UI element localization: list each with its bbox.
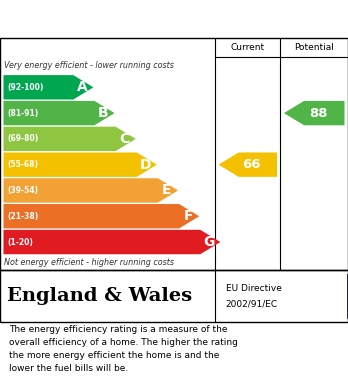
Polygon shape: [3, 178, 178, 203]
Polygon shape: [284, 101, 345, 125]
Polygon shape: [3, 127, 136, 151]
Text: (1-20): (1-20): [8, 237, 33, 247]
Text: B: B: [98, 106, 109, 120]
Text: G: G: [204, 235, 215, 249]
Polygon shape: [3, 152, 157, 177]
Text: F: F: [183, 209, 193, 223]
Text: Very energy efficient - lower running costs: Very energy efficient - lower running co…: [4, 61, 174, 70]
Polygon shape: [3, 75, 93, 100]
Polygon shape: [3, 204, 199, 228]
Text: E: E: [162, 183, 172, 197]
Text: EU Directive: EU Directive: [226, 284, 282, 293]
Text: England & Wales: England & Wales: [7, 287, 192, 305]
Polygon shape: [3, 101, 114, 125]
Text: (92-100): (92-100): [8, 83, 44, 92]
Polygon shape: [3, 230, 220, 254]
Text: 2002/91/EC: 2002/91/EC: [226, 299, 278, 308]
Text: 66: 66: [243, 158, 261, 171]
FancyBboxPatch shape: [347, 274, 348, 318]
Text: D: D: [140, 158, 152, 172]
Text: (39-54): (39-54): [8, 186, 39, 195]
Polygon shape: [219, 152, 277, 177]
Text: Potential: Potential: [294, 43, 334, 52]
Text: 88: 88: [309, 107, 327, 120]
Text: (69-80): (69-80): [8, 135, 39, 143]
Text: A: A: [77, 80, 88, 94]
Text: (81-91): (81-91): [8, 109, 39, 118]
Text: C: C: [120, 132, 130, 146]
Text: Current: Current: [231, 43, 265, 52]
Text: (21-38): (21-38): [8, 212, 39, 221]
Text: Not energy efficient - higher running costs: Not energy efficient - higher running co…: [4, 258, 174, 267]
Text: (55-68): (55-68): [8, 160, 39, 169]
Text: The energy efficiency rating is a measure of the
overall efficiency of a home. T: The energy efficiency rating is a measur…: [9, 325, 238, 373]
Text: Energy Efficiency Rating: Energy Efficiency Rating: [9, 11, 230, 27]
